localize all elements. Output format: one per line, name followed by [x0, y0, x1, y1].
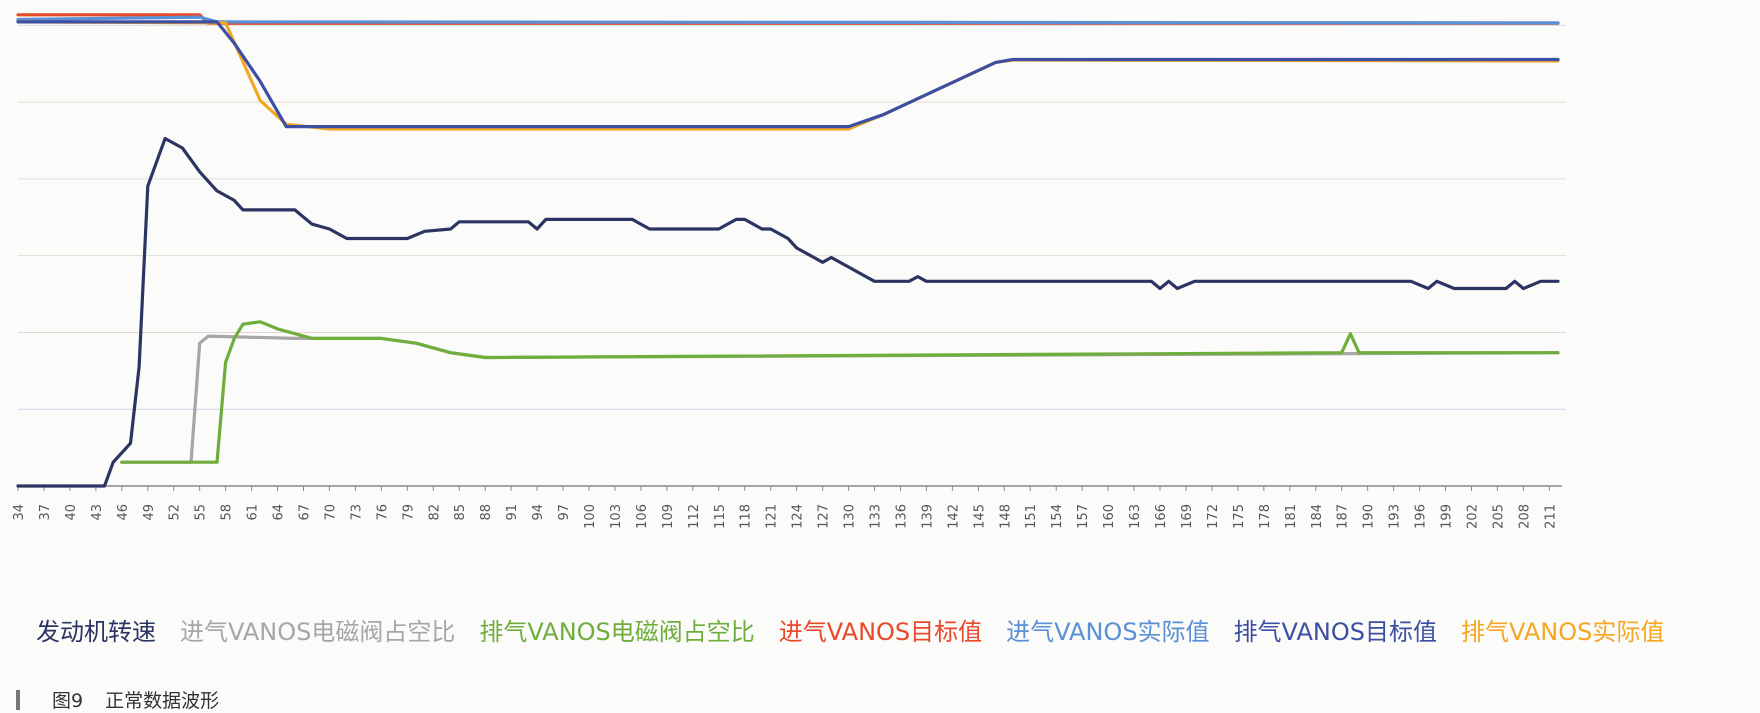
- x-tick-label: 211: [1543, 504, 1558, 529]
- x-tick-label: 43: [90, 504, 105, 521]
- legend-exhaust-solenoid-duty: 排气VANOS电磁阀占空比: [479, 618, 755, 646]
- x-tick-label: 85: [453, 504, 468, 521]
- legend: 发动机转速 进气VANOS电磁阀占空比 排气VANOS电磁阀占空比 进气VANO…: [36, 612, 1688, 647]
- x-tick-label: 61: [246, 504, 261, 521]
- series-line-4: [16, 136, 1560, 488]
- x-tick-label: 139: [920, 504, 935, 529]
- x-tick-label: 130: [843, 504, 858, 529]
- legend-intake-actual: 进气VANOS实际值: [1006, 618, 1210, 646]
- legend-engine-speed: 发动机转速: [36, 618, 156, 646]
- x-tick-label: 196: [1414, 504, 1429, 529]
- x-tick-label: 208: [1517, 504, 1532, 529]
- x-tick-label: 91: [505, 504, 520, 521]
- x-tick-label: 88: [479, 504, 494, 521]
- x-tick-label: 142: [946, 504, 961, 529]
- x-tick-label: 58: [220, 504, 235, 521]
- x-tick-label: 178: [1258, 504, 1273, 529]
- x-tick-label: 172: [1206, 504, 1221, 529]
- x-tick-label: 55: [194, 504, 209, 521]
- legend-exhaust-target: 排气VANOS目标值: [1233, 618, 1437, 646]
- x-tick-label: 175: [1232, 504, 1247, 529]
- x-tick-label: 193: [1388, 504, 1403, 529]
- x-tick-label: 190: [1362, 504, 1377, 529]
- x-tick-label: 97: [557, 504, 572, 521]
- x-tick-label: 121: [765, 504, 780, 529]
- x-tick-label: 163: [1128, 504, 1143, 529]
- series-line-1: [16, 15, 1560, 25]
- x-tick-label: 70: [323, 504, 338, 521]
- x-tick-label: 157: [1076, 504, 1091, 529]
- series-lines: [16, 13, 1560, 488]
- caption-mark: [16, 689, 20, 710]
- x-tick-label: 115: [713, 504, 728, 529]
- x-tick-label: 166: [1154, 504, 1169, 529]
- series-line-6: [120, 320, 1560, 464]
- x-tick-label: 100: [583, 504, 598, 529]
- x-tick-label: 202: [1465, 504, 1480, 529]
- x-tick-label: 67: [298, 504, 313, 521]
- x-tick-label: 94: [531, 504, 546, 521]
- legend-intake-target: 进气VANOS目标值: [778, 618, 983, 646]
- legend-exhaust-actual: 排气VANOS实际值: [1460, 618, 1665, 646]
- x-tick-label: 52: [168, 504, 183, 521]
- x-tick-label: 136: [894, 504, 909, 529]
- x-tick-label: 124: [791, 504, 806, 529]
- x-tick-label: 79: [401, 504, 416, 521]
- x-tick-label: 205: [1491, 504, 1506, 529]
- x-tick-label: 112: [687, 504, 702, 529]
- x-tick-label: 76: [375, 504, 390, 521]
- legend-intake-solenoid-duty: 进气VANOS电磁阀占空比: [180, 618, 456, 646]
- x-tick-label: 133: [869, 504, 884, 529]
- figure-caption: 图9 正常数据波形: [16, 686, 219, 713]
- caption-text: 正常数据波形: [105, 690, 220, 712]
- x-tick-label: 145: [972, 504, 987, 529]
- x-tick-label: 184: [1310, 504, 1325, 529]
- x-tick-label: 64: [272, 504, 287, 521]
- x-tick-label: 103: [609, 504, 624, 529]
- x-tick-label: 181: [1284, 504, 1299, 529]
- x-tick-label: 49: [142, 504, 157, 521]
- gridlines: [18, 24, 1566, 410]
- x-tick-label: 37: [38, 504, 53, 521]
- x-tick-label: 73: [349, 504, 364, 521]
- x-tick-label: 154: [1050, 504, 1065, 529]
- x-tick-label: 34: [12, 504, 27, 521]
- x-axis: 34 37 40 43 46 49 52 55 58 61 64 67 70 73 76 79 82 85 88 91…: [12, 485, 1562, 529]
- x-tick-label: 187: [1336, 504, 1351, 529]
- x-tick-label: 106: [635, 504, 650, 529]
- x-tick-label: 148: [998, 504, 1013, 529]
- x-tick-label: 118: [739, 504, 754, 529]
- series-line-2: [16, 20, 1560, 131]
- x-tick-label: 109: [661, 504, 676, 529]
- x-tick-label: 40: [64, 504, 79, 521]
- x-tick-label: 160: [1102, 504, 1117, 529]
- x-tick-label: 169: [1180, 504, 1195, 529]
- x-tick-label: 46: [116, 504, 131, 521]
- x-tick-label: 127: [817, 504, 832, 529]
- x-tick-label: 199: [1440, 504, 1455, 529]
- x-tick-label: 82: [427, 504, 442, 521]
- series-line-3: [16, 20, 1560, 129]
- caption-label: 图9: [52, 690, 84, 712]
- x-tick-label: 151: [1024, 504, 1039, 529]
